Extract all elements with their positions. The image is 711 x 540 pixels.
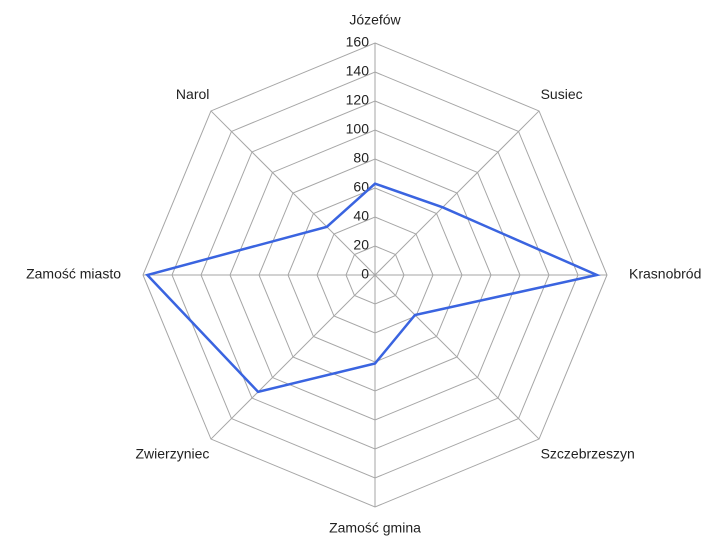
r-tick-label: 20 <box>353 237 369 253</box>
category-label: Zwierzyniec <box>135 445 209 461</box>
r-tick-label: 80 <box>353 150 369 166</box>
r-tick-label: 140 <box>346 63 370 79</box>
category-label: Susiec <box>541 86 583 102</box>
category-label: Zamość gmina <box>329 520 421 536</box>
grid-ring <box>171 71 579 479</box>
series-line <box>144 182 601 394</box>
category-label: Zamość miasto <box>26 266 121 282</box>
grid-ring <box>345 245 405 305</box>
r-tick-label: 40 <box>353 208 369 224</box>
category-label: Józefów <box>349 12 401 28</box>
grid-ring <box>316 216 434 334</box>
category-label: Krasnobród <box>629 266 701 282</box>
r-tick-label: 120 <box>346 92 370 108</box>
grid-ring <box>229 129 521 421</box>
grid-ring <box>142 42 608 508</box>
category-label: Narol <box>176 86 209 102</box>
r-tick-label: 100 <box>346 121 370 137</box>
category-label: Szczebrzeszyn <box>541 445 635 461</box>
grid-ring <box>258 158 492 392</box>
r-tick-label: 0 <box>361 266 369 282</box>
r-tick-label: 160 <box>346 34 370 50</box>
grid-ring <box>200 100 550 450</box>
